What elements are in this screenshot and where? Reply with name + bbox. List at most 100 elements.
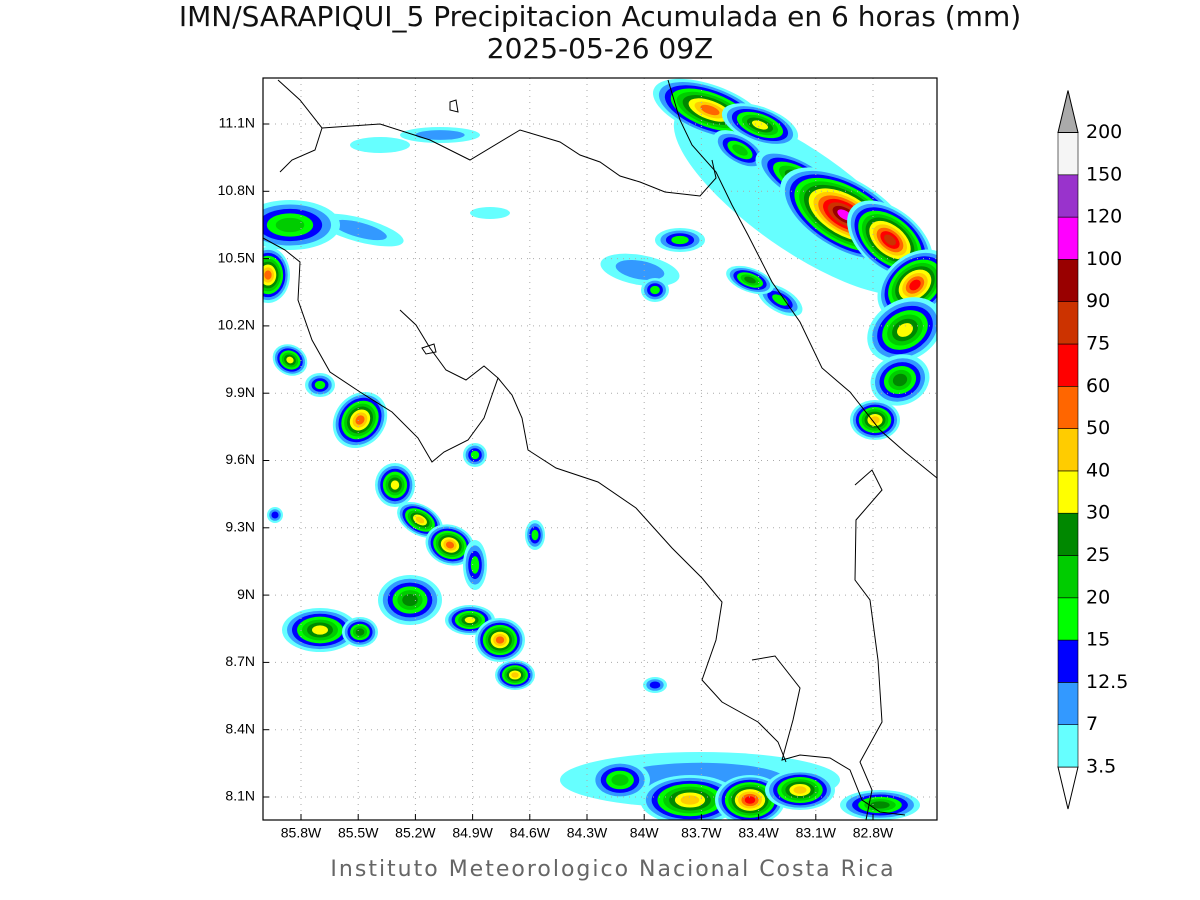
lon-label: 82.8W <box>853 825 894 841</box>
lat-label: 10.2N <box>218 317 255 333</box>
precip-contour <box>312 625 328 635</box>
precip-contour <box>355 628 365 636</box>
precip-contour <box>732 144 748 156</box>
colorbar-label: 50 <box>1086 417 1110 439</box>
border <box>321 123 717 197</box>
colorbar-label: 12.5 <box>1086 671 1128 693</box>
colorbar-label: 60 <box>1086 375 1110 397</box>
precip-contour <box>744 796 756 804</box>
precip-contour <box>495 636 505 644</box>
precip-contour <box>470 556 480 574</box>
precip-contour <box>415 130 465 140</box>
precip-contour <box>615 259 665 281</box>
colorbar-label: 30 <box>1086 502 1110 524</box>
precipitation-field <box>263 78 937 820</box>
precip-contour <box>671 235 689 245</box>
island <box>421 343 437 355</box>
precip-contour <box>897 323 913 337</box>
colorbar-label: 7 <box>1086 713 1098 735</box>
precip-contour <box>870 416 880 424</box>
lat-label: 8.1N <box>225 788 255 804</box>
coastline <box>667 79 937 479</box>
precip-contour <box>909 279 921 291</box>
lon-label: 85.8W <box>281 825 322 841</box>
precip-contour <box>870 801 890 809</box>
precip-contour <box>649 681 661 689</box>
colorbar-swatch <box>1057 512 1079 556</box>
footer: Instituto Meteorologico Nacional Costa R… <box>330 857 895 882</box>
precip-contour <box>264 270 272 280</box>
lon-label: 84.3W <box>567 825 608 841</box>
lon-label: 83.1W <box>796 825 837 841</box>
colorbar-swatch <box>1057 682 1079 726</box>
lon-label: 85.2W <box>395 825 436 841</box>
lat-label: 9.9N <box>225 384 255 400</box>
colorbar-swatch <box>1057 724 1079 768</box>
coastline <box>277 79 323 173</box>
subtitle: 2025-05-26 09Z <box>487 32 713 65</box>
precip-contour <box>355 415 365 425</box>
precip-contour <box>700 104 720 116</box>
lat-label: 10.5N <box>218 249 255 265</box>
lat-label: 8.7N <box>225 653 255 669</box>
colorbar-label: 120 <box>1086 206 1122 228</box>
lon-label: 83.7W <box>681 825 722 841</box>
colorbar-swatch <box>1057 259 1079 302</box>
precip-contour <box>744 276 756 284</box>
precip-contour <box>333 219 387 241</box>
colorbar-swatch <box>1057 132 1079 176</box>
colorbar-label: 90 <box>1086 290 1110 312</box>
precip-contour <box>286 356 294 364</box>
lon-label: 84.9W <box>452 825 493 841</box>
colorbar-label: 3.5 <box>1086 756 1116 778</box>
precip-contour <box>793 786 807 794</box>
colorbar-label: 15 <box>1086 629 1110 651</box>
precip-contour <box>470 450 480 460</box>
island <box>449 99 459 113</box>
precip-contour <box>445 541 455 549</box>
precip-contour <box>511 672 519 678</box>
lon-label: 84W <box>630 825 660 841</box>
colorbar-label: 20 <box>1086 586 1110 608</box>
precip-contour <box>751 120 769 130</box>
precip-contour <box>680 795 700 805</box>
precip-contour <box>275 217 305 233</box>
colorbar-swatch <box>1057 428 1079 472</box>
colorbar-swatch <box>1057 343 1079 387</box>
colorbar: 3.5 7 12.5 15 20 25 30 40 50 60 75 90 100 120 150 200 <box>1057 90 1128 810</box>
coastline <box>263 237 499 463</box>
precip-contour <box>271 511 279 519</box>
lon-label: 84.6W <box>510 825 551 841</box>
border <box>854 469 883 820</box>
lon-label: 83.4W <box>738 825 779 841</box>
colorbar-swatch <box>1057 385 1079 429</box>
colorbar-label: 200 <box>1086 121 1122 143</box>
precip-contour <box>390 480 400 490</box>
precip-contour <box>470 207 510 219</box>
precip-contour <box>464 616 476 624</box>
precip-contour <box>611 774 629 786</box>
colorbar-over <box>1057 90 1079 133</box>
colorbar-label: 40 <box>1086 459 1110 481</box>
colorbar-label: 150 <box>1086 163 1122 185</box>
grid <box>263 78 937 820</box>
lat-label: 9N <box>237 586 255 602</box>
title: IMN/SARAPIQUI_5 Precipitacion Acumulada … <box>179 0 1021 33</box>
precip-contour <box>892 373 908 387</box>
lon-label: 85.5W <box>338 825 379 841</box>
colorbar-swatch <box>1057 597 1079 641</box>
precip-contour <box>772 294 788 306</box>
precip-contour <box>531 529 539 541</box>
precip-contour <box>314 380 326 390</box>
coastline <box>497 377 787 763</box>
lat-label: 9.6N <box>225 451 255 467</box>
coastline <box>751 655 906 816</box>
precip-contour <box>650 285 660 295</box>
lat-label: 9.3N <box>225 519 255 535</box>
colorbar-label: 100 <box>1086 248 1122 270</box>
colorbar-swatch <box>1057 216 1079 260</box>
colorbar-swatch <box>1057 301 1079 345</box>
colorbar-label: 25 <box>1086 544 1110 566</box>
